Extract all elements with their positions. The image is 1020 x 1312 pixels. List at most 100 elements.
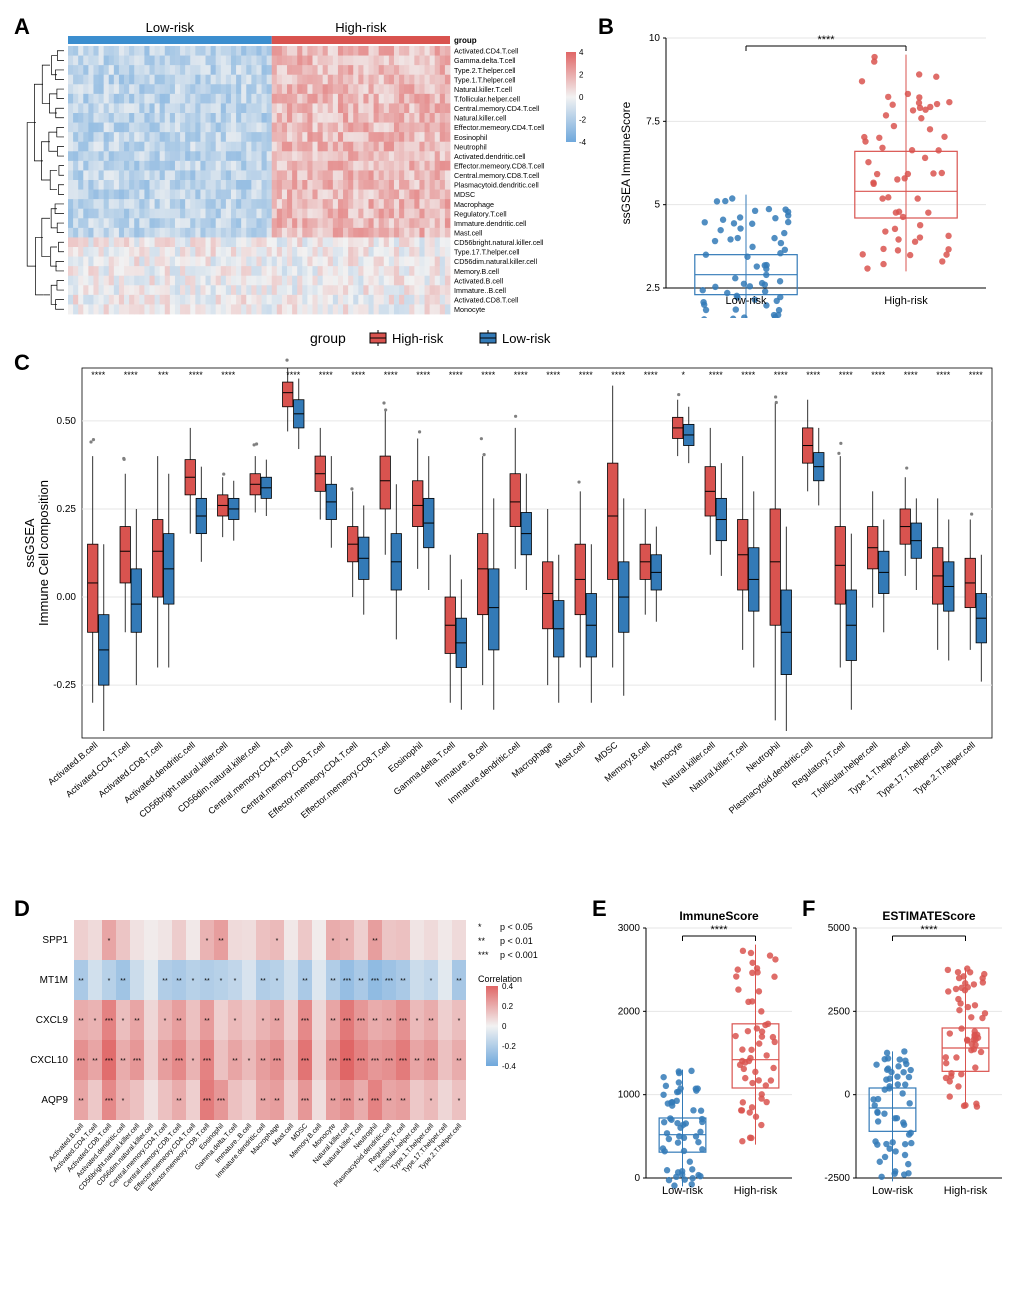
svg-text:**: **	[414, 1058, 420, 1065]
svg-text:****: ****	[546, 370, 561, 380]
svg-text:0: 0	[844, 1090, 850, 1101]
svg-text:***: ***	[301, 1058, 309, 1065]
svg-text:Immune Cell composition: Immune Cell composition	[36, 480, 51, 626]
svg-text:group: group	[454, 36, 477, 45]
svg-text:Regulatory.T.cell: Regulatory.T.cell	[454, 209, 507, 218]
svg-text:**: **	[478, 936, 486, 946]
svg-text:****: ****	[221, 370, 236, 380]
svg-text:Neutrophil: Neutrophil	[454, 142, 487, 151]
svg-text:****: ****	[416, 370, 431, 380]
svg-text:****: ****	[839, 370, 854, 380]
svg-text:****: ****	[904, 370, 919, 380]
svg-text:***: ***	[343, 1018, 351, 1025]
svg-text:Type.2.T.helper.cell: Type.2.T.helper.cell	[912, 740, 977, 797]
svg-text:***: ***	[175, 1058, 183, 1065]
svg-text:**: **	[176, 978, 182, 985]
svg-text:****: ****	[774, 370, 789, 380]
svg-text:0.50: 0.50	[57, 416, 77, 427]
svg-text:****: ****	[351, 370, 366, 380]
svg-text:**: **	[260, 1058, 266, 1065]
svg-text:Immature..B.cell: Immature..B.cell	[454, 286, 506, 295]
svg-text:-2500: -2500	[824, 1173, 850, 1184]
group-legend: groupHigh-riskLow-risk	[310, 326, 710, 352]
svg-text:*: *	[262, 1018, 265, 1025]
svg-text:0.25: 0.25	[57, 504, 77, 515]
svg-text:***: ***	[357, 1058, 365, 1065]
svg-text:**: **	[358, 978, 364, 985]
svg-text:Activated.dendritic.cell: Activated.dendritic.cell	[454, 152, 526, 161]
svg-text:**: **	[330, 978, 336, 985]
svg-text:Type.17.T.helper.cell: Type.17.T.helper.cell	[454, 248, 520, 257]
svg-text:2: 2	[579, 71, 584, 80]
svg-text:Natural.killer.T.cell: Natural.killer.T.cell	[454, 85, 512, 94]
svg-text:****: ****	[709, 370, 724, 380]
svg-text:MDSC: MDSC	[454, 190, 475, 199]
svg-text:****: ****	[124, 370, 139, 380]
svg-text:Macrophage: Macrophage	[454, 200, 494, 209]
panel-B-boxplot: 2.557.510Low-riskHigh-risk****ssGSEA Imm…	[606, 18, 1006, 318]
svg-text:**: **	[78, 1098, 84, 1105]
svg-text:*: *	[276, 978, 279, 985]
svg-text:Activated.B.cell: Activated.B.cell	[454, 276, 504, 285]
svg-text:****: ****	[920, 924, 938, 936]
svg-text:*: *	[346, 938, 349, 945]
svg-text:*: *	[276, 938, 279, 945]
svg-text:***: ***	[427, 1058, 435, 1065]
svg-text:Gamma.delta.T.cell: Gamma.delta.T.cell	[454, 56, 516, 65]
svg-text:*: *	[430, 978, 433, 985]
svg-text:***: ***	[343, 978, 351, 985]
svg-text:****: ****	[189, 370, 204, 380]
svg-text:***: ***	[385, 978, 393, 985]
svg-text:High-risk: High-risk	[335, 20, 387, 35]
svg-text:***: ***	[371, 1098, 379, 1105]
svg-text:*: *	[192, 1058, 195, 1065]
svg-text:Mast.cell: Mast.cell	[553, 740, 587, 770]
svg-text:***: ***	[217, 1098, 225, 1105]
svg-text:CXCL10: CXCL10	[30, 1055, 68, 1066]
svg-text:**: **	[260, 1098, 266, 1105]
svg-text:Correlation: Correlation	[478, 974, 522, 984]
svg-text:***: ***	[301, 1018, 309, 1025]
svg-text:*: *	[164, 1018, 167, 1025]
svg-text:Central.memory.CD8.T.cell: Central.memory.CD8.T.cell	[454, 171, 540, 180]
svg-text:***: ***	[301, 1098, 309, 1105]
svg-text:**: **	[176, 1098, 182, 1105]
svg-text:*: *	[108, 978, 111, 985]
svg-text:**: **	[204, 1018, 210, 1025]
svg-text:T.follicular.helper.cell: T.follicular.helper.cell	[454, 95, 520, 104]
svg-text:5: 5	[654, 200, 660, 211]
svg-text:Low-risk: Low-risk	[146, 20, 195, 35]
svg-text:Monocyte: Monocyte	[454, 305, 485, 314]
svg-text:**: **	[386, 1098, 392, 1105]
svg-text:0.2: 0.2	[502, 1002, 514, 1011]
svg-text:p < 0.01: p < 0.01	[500, 936, 533, 946]
svg-text:****: ****	[806, 370, 821, 380]
svg-text:3000: 3000	[618, 923, 641, 934]
svg-text:***: ***	[343, 1058, 351, 1065]
svg-text:2000: 2000	[618, 1006, 641, 1017]
svg-text:p < 0.001: p < 0.001	[500, 950, 538, 960]
svg-text:**: **	[120, 1058, 126, 1065]
svg-text:***: ***	[105, 1058, 113, 1065]
panel-F-estimatescore: -2500025005000Low-riskHigh-risk****ESTIM…	[806, 902, 1012, 1302]
svg-text:**: **	[78, 978, 84, 985]
svg-text:**: **	[456, 1058, 462, 1065]
svg-text:0.4: 0.4	[502, 982, 514, 991]
svg-text:*: *	[681, 370, 685, 380]
svg-text:ssGSEA ImmuneScore: ssGSEA ImmuneScore	[619, 101, 633, 224]
svg-text:***: ***	[385, 1058, 393, 1065]
svg-text:**: **	[372, 1018, 378, 1025]
svg-text:*: *	[478, 922, 482, 932]
svg-text:***: ***	[329, 1058, 337, 1065]
svg-text:****: ****	[481, 370, 496, 380]
svg-text:*: *	[332, 938, 335, 945]
svg-text:ssGSEA: ssGSEA	[22, 518, 37, 567]
svg-text:**: **	[274, 1018, 280, 1025]
svg-text:Type.2.T.helper.cell: Type.2.T.helper.cell	[454, 66, 516, 75]
svg-text:5000: 5000	[828, 923, 851, 934]
svg-text:Natural.killer.cell: Natural.killer.cell	[454, 114, 507, 123]
panel-A-heatmap: Low-riskHigh-riskActivated.CD4.T.cellGam…	[20, 18, 600, 318]
svg-text:**: **	[218, 938, 224, 945]
svg-text:*: *	[234, 1018, 237, 1025]
svg-text:**: **	[162, 1058, 168, 1065]
